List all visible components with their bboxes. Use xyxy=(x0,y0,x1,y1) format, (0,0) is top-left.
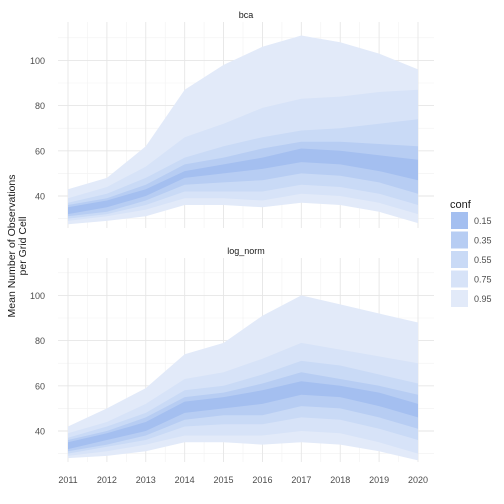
y-axis-title-line: per Grid Cell xyxy=(17,217,29,276)
legend-label: 0.55 xyxy=(474,255,492,265)
strip-label: bca xyxy=(239,10,254,20)
x-tick-label: 2017 xyxy=(291,475,311,485)
x-tick-label: 2016 xyxy=(252,475,272,485)
band-0.15 xyxy=(68,381,418,450)
legend-label: 0.15 xyxy=(474,216,492,226)
y-tick-label: 100 xyxy=(30,291,45,301)
x-tick-label: 2015 xyxy=(214,475,234,485)
panel-log_norm: 40 60 80 100 log_norm xyxy=(30,246,434,462)
x-tick-label: 2011 xyxy=(58,475,77,485)
y-tick-label: 80 xyxy=(35,336,45,346)
legend-label: 0.75 xyxy=(474,275,492,285)
band-0.15 xyxy=(68,148,418,215)
legend-label: 0.95 xyxy=(474,294,492,304)
legend-title: conf xyxy=(450,199,472,211)
legend-swatch xyxy=(451,270,468,288)
y-tick-label: 40 xyxy=(35,427,45,437)
y-tick-label: 60 xyxy=(35,146,45,156)
x-tick-label: 2013 xyxy=(136,475,156,485)
x-tick-label: 2018 xyxy=(330,475,350,485)
legend-swatch xyxy=(451,251,468,268)
legend-swatch xyxy=(451,231,468,249)
legend-label: 0.35 xyxy=(474,236,492,246)
strip-label: log_norm xyxy=(227,246,265,256)
y-tick-label: 80 xyxy=(35,101,45,111)
y-axis-title-line: Mean Number of Observations xyxy=(6,175,18,318)
y-tick-label: 40 xyxy=(35,192,45,202)
y-tick-label: 60 xyxy=(35,381,45,391)
panel-bca: 40 60 80 100 bca xyxy=(30,10,434,228)
legend-swatch xyxy=(451,212,468,229)
x-tick-label: 2019 xyxy=(369,475,389,485)
legend-swatch xyxy=(451,290,468,307)
y-axis-title: Mean Number of Observationsper Grid Cell xyxy=(6,175,29,318)
y-tick-label: 100 xyxy=(30,56,45,66)
x-tick-label: 2014 xyxy=(175,475,195,485)
x-tick-label: 2020 xyxy=(408,475,428,485)
x-tick-label: 2012 xyxy=(97,475,117,485)
